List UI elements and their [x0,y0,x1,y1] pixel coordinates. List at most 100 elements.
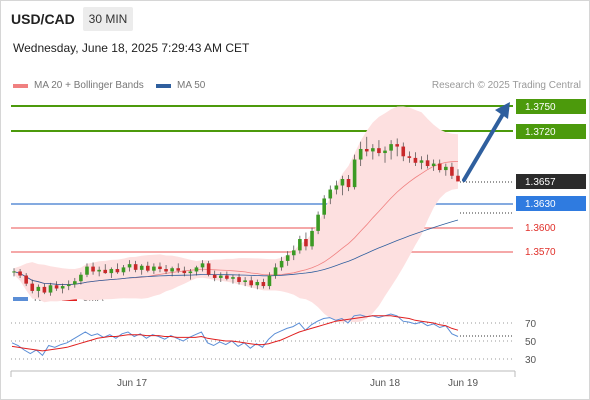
x-axis: Jun 17 Jun 18 Jun 19 [10,370,516,389]
candle-body [60,286,65,289]
rsi-tick-30: 30 [525,355,537,366]
candle-body [194,267,199,272]
support-label-1: 1.3600 [525,223,556,234]
target-label-2-bg [516,124,586,139]
support-label-2: 1.3570 [525,247,556,258]
price-levels [11,105,513,253]
candle-body [243,280,247,283]
candle-body [188,271,193,274]
candle-body [444,166,448,171]
candle-body [127,264,132,268]
candle-body [304,239,308,247]
pivot-label: 1.3630 [525,199,556,210]
target-label-1-bg [516,99,586,114]
legend-ma20-swatch [13,83,28,88]
candle-body [176,268,181,271]
candle-body [54,285,59,289]
candle-body [79,274,83,282]
last-price-label: 1.3657 [525,177,556,188]
forecast-arrow-head [495,102,510,119]
candle-body [146,265,150,271]
candle-body [103,269,108,274]
candle-body [316,214,320,231]
timeframe-button[interactable]: 30 MIN [83,7,133,31]
candle-body [158,266,162,270]
candle-body [273,267,278,276]
symbol-title: USD/CAD [11,11,75,27]
x-tick-jun18: Jun 18 [370,378,400,389]
candle-body [133,264,138,270]
legend-ma20: MA 20 + Bollinger Bands [13,80,144,91]
candle-body [18,271,22,276]
candle-body [73,281,77,285]
candle-body [310,230,314,247]
candle-body [36,286,41,291]
candle-body [115,269,120,273]
candle-body [334,185,339,190]
legend-ma20-label: MA 20 + Bollinger Bands [34,80,144,91]
candle-body [255,282,260,286]
rsi-panel: 70 50 30 [11,313,537,366]
rsi-9ma-line [11,315,459,352]
rsi-line [11,313,459,357]
candle-body [97,269,101,272]
candle-body [231,277,235,279]
candle-body [109,269,114,274]
candle-body [225,275,229,279]
candle-body [352,159,357,188]
candle-body [66,284,71,287]
candle-body [328,189,333,199]
candle-body [413,157,418,163]
candle-body [371,148,375,152]
candle-body [218,275,223,278]
last-price-label-bg [516,174,586,189]
candle-body [42,286,47,293]
candle-body [340,179,345,186]
candle-body [401,146,406,157]
candle-body [383,150,387,154]
candle-body [24,275,28,284]
candle-body [389,144,393,151]
candle-body [85,266,89,275]
rsi-tick-50: 50 [525,337,537,348]
candle-body [425,160,430,167]
ma50-line [13,219,459,285]
candle-body [267,275,272,287]
candle-body [170,268,174,272]
level-labels: 1.3750 1.3720 1.3657 1.3630 1.3600 1.357… [516,99,586,258]
chart-datetime: Wednesday, June 18, 2025 7:29:43 AM CET [13,41,250,55]
candle-body [182,270,187,274]
candle-body [419,160,424,163]
x-tick-jun17: Jun 17 [117,378,147,389]
candle-body [377,148,381,154]
candle-body [395,144,399,147]
candle-body [450,166,454,176]
legend-ma50: MA 50 [156,80,205,91]
candle-body [206,263,211,275]
candle-body [358,148,363,160]
candle-body [285,255,290,261]
candle-body [164,269,168,272]
candle-body [48,285,53,293]
bollinger-band-area [14,106,458,323]
candle-body [261,282,266,287]
candle-body [12,271,16,273]
rsi-tick-70: 70 [525,319,537,330]
candle-body [249,280,254,286]
target-label-2: 1.3720 [525,127,556,138]
candle-body [456,175,460,182]
candle-body [139,265,144,270]
legend-rsi-swatch [13,296,28,301]
candle-body [121,267,126,273]
candle-body [212,274,217,278]
candle-body [152,266,156,271]
candle-body [200,263,205,268]
forecast-arrow [462,102,510,182]
candle-body [322,198,326,215]
legend-ma50-swatch [156,83,171,88]
candle-body [291,250,296,256]
candle-body [407,156,412,158]
x-tick-jun19: Jun 19 [448,378,478,389]
legend-ma50-label: MA 50 [177,80,206,91]
